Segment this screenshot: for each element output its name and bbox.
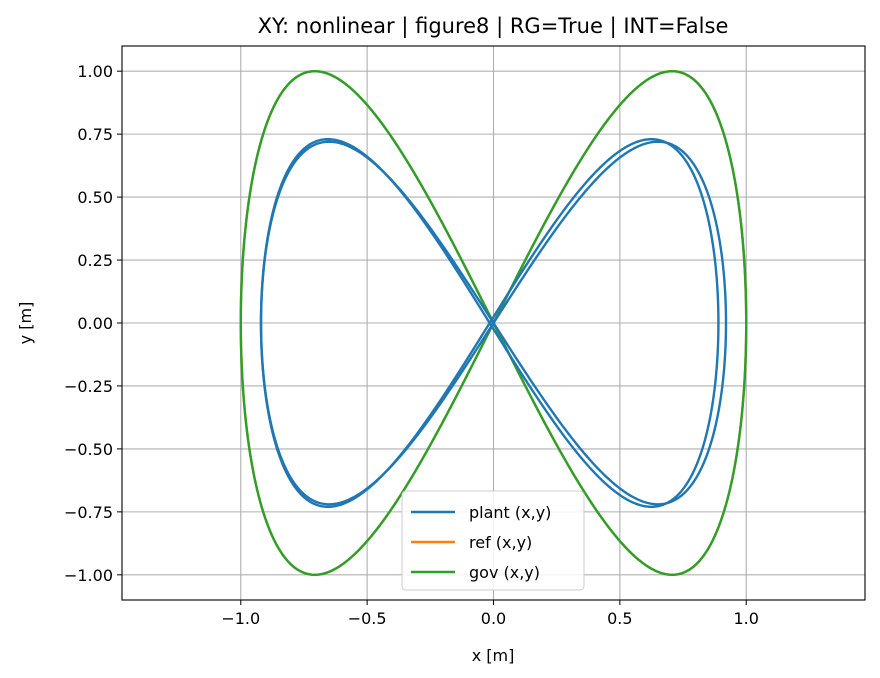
y-tick-label: −1.00: [64, 566, 113, 585]
legend-box: [401, 490, 585, 591]
x-tick-label: 0.5: [607, 609, 632, 628]
ticks: −1.0 −0.5 0.0 0.5 1.0 1.00 0.75 0.50 0.25 0.00 −0.…: [64, 62, 759, 628]
series-gov: [239, 69, 748, 577]
x-tick-label: −1.0: [221, 609, 260, 628]
x-axis-label: x [m]: [472, 646, 515, 665]
y-tick-label: 0.25: [77, 251, 113, 270]
y-axis-label: y [m]: [16, 302, 35, 345]
series-plant: [259, 137, 728, 509]
y-tick-label: 1.00: [77, 62, 113, 81]
y-tick-label: −0.25: [64, 377, 113, 396]
chart-title: XY: nonlinear | figure8 | RG=True | INT=…: [258, 14, 729, 39]
series-layer: [239, 69, 748, 577]
y-tick-label: −0.50: [64, 440, 113, 459]
x-tick-label: −0.5: [348, 609, 387, 628]
x-tick-label: 1.0: [733, 609, 758, 628]
y-tick-label: −0.75: [64, 503, 113, 522]
x-tick-label: 0.0: [481, 609, 506, 628]
y-tick-label: 0.50: [77, 188, 113, 207]
y-tick-label: 0.00: [77, 314, 113, 333]
legend-label-ref: ref (x,y): [469, 533, 532, 552]
legend-label-plant: plant (x,y): [469, 503, 551, 522]
series-line-gov: [239, 69, 748, 577]
legend-label-gov: gov (x,y): [469, 563, 540, 582]
legend: plant (x,y) ref (x,y) gov (x,y): [401, 490, 585, 591]
y-tick-label: 0.75: [77, 125, 113, 144]
series-line-plant-loop: [259, 137, 720, 509]
